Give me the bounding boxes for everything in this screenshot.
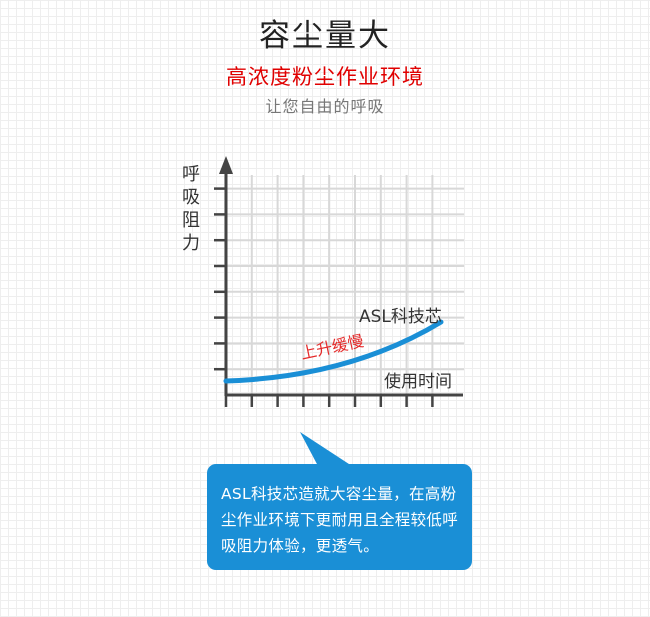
y-axis-label: 呼吸阻力 xyxy=(182,164,200,254)
subtitle: 高浓度粉尘作业环境 xyxy=(226,65,424,89)
resistance-curve xyxy=(223,319,444,384)
y-axis-arrow xyxy=(219,156,233,174)
axis-ticks xyxy=(214,187,434,407)
x-axis-label: 使用时间 xyxy=(384,372,452,392)
page-title: 容尘量大 xyxy=(259,18,391,54)
series-label: ASL科技芯 xyxy=(359,307,442,327)
tagline: 让您自由的呼吸 xyxy=(265,97,385,116)
callout-tail xyxy=(300,432,352,466)
callout-bubble: ASL科技芯造就大容尘量，在高粉尘作业环境下更耐用且全程较低呼吸阻力体验，更透气… xyxy=(207,464,472,570)
